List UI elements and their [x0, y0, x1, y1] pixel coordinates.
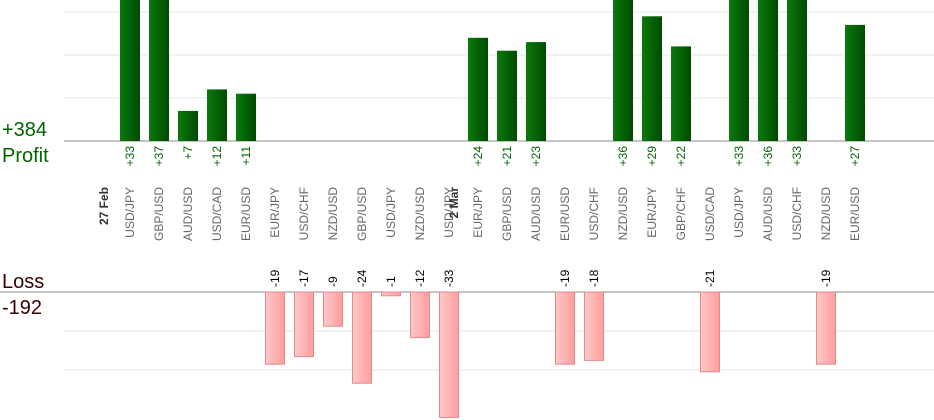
category-label: GBP/USD: [355, 187, 369, 241]
date-label: 2 Mar: [447, 187, 461, 219]
value-label: -18: [587, 269, 601, 287]
category-label: EUR/JPY: [268, 187, 282, 238]
profit-bar: [526, 42, 546, 141]
category-label: USD/CAD: [210, 187, 224, 241]
category-label: EUR/JPY: [645, 187, 659, 238]
category-label: AUD/USD: [761, 187, 775, 241]
profit-label: Profit: [2, 145, 49, 167]
profit-bar: [497, 50, 517, 142]
value-label: +27: [848, 146, 862, 167]
profit-bar: [642, 16, 662, 141]
value-label: +23: [529, 146, 543, 167]
profit-bar: [207, 89, 227, 141]
value-label: -19: [558, 269, 572, 287]
loss-bar: [439, 291, 459, 418]
value-label: +33: [123, 146, 137, 167]
category-label: GBP/CHF: [674, 187, 688, 240]
value-label: +22: [674, 146, 688, 167]
date-label: 27 Feb: [97, 187, 111, 225]
profit-bar: [149, 0, 169, 142]
category-label: GBP/USD: [500, 187, 514, 241]
labels: +33 USD/JPY +37 GBP/USD +7 AUD/USD +12 USD/CAD +…: [97, 146, 862, 287]
category-label: USD/JPY: [123, 187, 137, 238]
category-label: USD/CAD: [703, 187, 717, 241]
category-label: AUD/USD: [181, 187, 195, 241]
value-label: -24: [355, 269, 369, 287]
value-label: -12: [413, 269, 427, 287]
value-label: +7: [181, 146, 195, 160]
value-label: +36: [616, 146, 630, 167]
loss-label: Loss: [2, 271, 44, 293]
profit-bar: [845, 24, 865, 141]
loss-bar: [700, 291, 720, 373]
value-label: +21: [500, 146, 514, 167]
profit-bar: [613, 0, 633, 142]
loss-total: -192: [2, 297, 42, 319]
profit-bar: [729, 0, 749, 141]
value-label: +24: [471, 146, 485, 167]
value-label: +12: [210, 146, 224, 167]
profit-bar: [671, 46, 691, 141]
value-label: +29: [645, 146, 659, 167]
category-label: AUD/USD: [529, 187, 543, 241]
value-label: +36: [761, 146, 775, 167]
category-label: USD/JPY: [384, 187, 398, 238]
loss-bar: [381, 291, 401, 297]
loss-bar: [265, 291, 285, 365]
category-label: USD/JPY: [442, 187, 456, 238]
loss-bar: [584, 291, 604, 361]
value-label: -19: [268, 269, 282, 287]
loss-bar: [410, 291, 430, 339]
value-label: +37: [152, 146, 166, 167]
profit-bar: [236, 93, 256, 141]
loss-bar: [323, 291, 343, 327]
category-label: GBP/USD: [152, 187, 166, 241]
value-label: +33: [732, 146, 746, 167]
value-label: +33: [790, 146, 804, 167]
category-label: USD/CHF: [587, 187, 601, 240]
category-label: EUR/USD: [558, 187, 572, 241]
category-label: EUR/JPY: [471, 187, 485, 238]
category-label: NZD/USD: [616, 187, 630, 241]
loss-bar: [294, 291, 314, 358]
value-label: -9: [326, 276, 340, 287]
category-label: NZD/USD: [413, 187, 427, 241]
value-label: +11: [239, 146, 253, 166]
value-label: -1: [384, 276, 398, 287]
value-label: -21: [703, 269, 717, 287]
loss-bar: [352, 291, 372, 384]
category-label: EUR/USD: [239, 187, 253, 241]
loss-bar: [555, 291, 575, 365]
category-label: USD/JPY: [732, 187, 746, 238]
category-label: USD/CHF: [790, 187, 804, 240]
category-label: USD/CHF: [297, 187, 311, 240]
value-label: -17: [297, 269, 311, 287]
profit-bar: [787, 0, 807, 141]
profit-total: +384: [2, 119, 47, 141]
profit-bar: [178, 110, 198, 141]
category-label: EUR/USD: [848, 187, 862, 241]
bars: [120, 0, 865, 418]
category-label: NZD/USD: [819, 187, 833, 241]
value-label: -19: [819, 269, 833, 287]
category-label: NZD/USD: [326, 187, 340, 241]
profit-bar: [758, 0, 778, 142]
profit-bar: [120, 0, 140, 141]
profit-bar: [468, 37, 488, 141]
value-label: -33: [442, 269, 456, 287]
loss-bar: [816, 291, 836, 365]
